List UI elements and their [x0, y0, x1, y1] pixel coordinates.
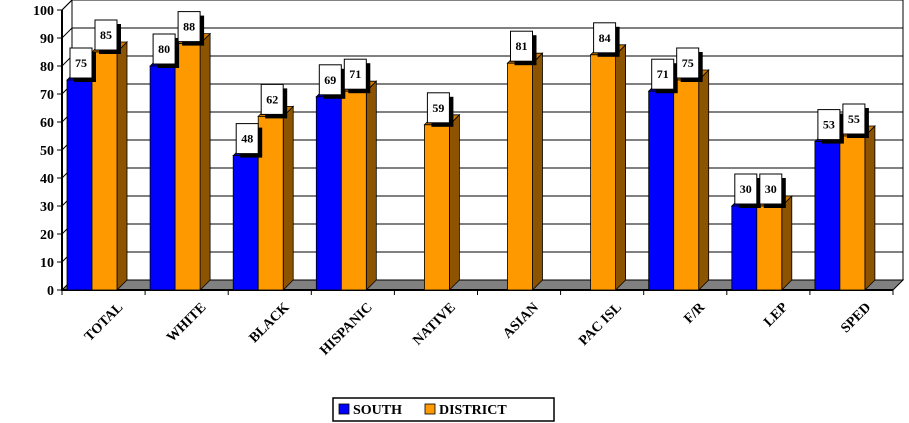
- bar: [839, 135, 866, 291]
- bar: [174, 43, 201, 291]
- bar-side: [365, 80, 377, 291]
- bar: [673, 79, 700, 291]
- bar: [232, 155, 259, 291]
- bar: [814, 141, 841, 291]
- x-tick-label: ASIAN: [500, 300, 541, 341]
- data-label: 55: [848, 112, 860, 126]
- bar-side: [448, 113, 460, 291]
- y-tick-label: 70: [40, 88, 54, 103]
- bar-side: [698, 69, 710, 291]
- data-labels: 75 85 80 88 48 62 69 71 59 81 84 71 75 30 30 53 55: [69, 11, 869, 208]
- data-label-box: [817, 109, 841, 141]
- data-label: 84: [599, 31, 611, 45]
- data-label-box: [152, 33, 176, 65]
- legend-swatch: [338, 403, 350, 415]
- data-label-box: [676, 47, 700, 79]
- bar: [423, 124, 450, 291]
- bar-side: [282, 105, 294, 291]
- x-tick-label: NATIVE: [410, 300, 458, 348]
- data-label: 30: [765, 182, 777, 196]
- data-label: 53: [823, 118, 835, 132]
- x-tick-label: F/R: [682, 300, 709, 327]
- bar: [648, 90, 675, 291]
- legend-label: DISTRICT: [439, 403, 507, 418]
- data-label: 30: [740, 182, 752, 196]
- y-tick-label: 100: [33, 4, 54, 19]
- x-tick-label: SPED: [838, 300, 874, 336]
- legend: SOUTH DISTRICT: [332, 397, 555, 422]
- data-label: 88: [183, 20, 195, 34]
- y-tick-label: 0: [47, 284, 54, 299]
- data-label: 71: [349, 67, 361, 81]
- y-tick-label: 60: [40, 116, 54, 131]
- data-label-box: [94, 19, 118, 51]
- gridline-depth: [61, 27, 73, 39]
- data-label: 80: [158, 42, 170, 56]
- data-label-box: [69, 47, 93, 79]
- legend-box: [332, 397, 555, 422]
- legend-swatch: [424, 403, 436, 415]
- legend-label: SOUTH: [353, 403, 402, 418]
- bar: [66, 79, 93, 291]
- data-label: 69: [324, 73, 336, 87]
- bar: [91, 51, 118, 291]
- bar-side: [615, 43, 626, 291]
- bar-side: [116, 41, 128, 291]
- bar-side: [781, 195, 793, 291]
- data-label-box: [177, 11, 201, 43]
- data-label-box: [734, 173, 758, 205]
- bar-side: [199, 32, 211, 291]
- data-label: 71: [657, 67, 669, 81]
- y-tick-label: 30: [40, 200, 54, 215]
- x-tick-label: BLACK: [247, 300, 293, 346]
- x-tick-label: HISPANIC: [317, 300, 375, 358]
- data-label-box: [759, 173, 783, 205]
- data-label: 62: [266, 92, 278, 106]
- data-label-box: [318, 64, 342, 96]
- bar: [149, 65, 176, 291]
- data-label-box: [842, 103, 866, 135]
- bar: [731, 205, 758, 291]
- x-tick-label: TOTAL: [82, 300, 126, 344]
- gridline-depth: [61, 0, 73, 11]
- data-label: 59: [432, 101, 444, 115]
- bar: [756, 205, 783, 291]
- data-label-box: [260, 83, 284, 115]
- data-label-box: [651, 58, 675, 90]
- data-label: 75: [682, 56, 694, 70]
- data-label-box: [593, 22, 617, 54]
- bar: [315, 96, 342, 291]
- y-tick-label: 90: [40, 32, 54, 47]
- x-axis-labels: TOTAL WHITE BLACK HISPANIC NATIVE ASIAN PAC IS…: [82, 300, 874, 359]
- x-tick-label: WHITE: [164, 300, 209, 345]
- y-tick-label: 20: [40, 228, 54, 243]
- data-label: 48: [241, 132, 253, 146]
- data-label-box: [426, 92, 450, 124]
- bar-side: [532, 52, 543, 291]
- data-label-box: [343, 58, 367, 90]
- data-label-box: [510, 30, 533, 62]
- y-tick-label: 10: [40, 256, 54, 271]
- data-label: 85: [100, 28, 112, 42]
- bar: [257, 116, 284, 291]
- data-label: 75: [75, 56, 87, 70]
- bar: [507, 62, 533, 291]
- y-tick-label: 40: [40, 172, 54, 187]
- data-label-box: [235, 123, 259, 155]
- bar-side: [864, 125, 876, 291]
- y-tick-label: 50: [40, 144, 54, 159]
- x-tick-label: PAC ISL: [576, 300, 625, 349]
- bar: [340, 90, 367, 291]
- y-tick-label: 80: [40, 60, 54, 75]
- bar: [590, 54, 616, 291]
- x-tick-label: LEP: [761, 300, 791, 330]
- data-label: 81: [516, 39, 528, 53]
